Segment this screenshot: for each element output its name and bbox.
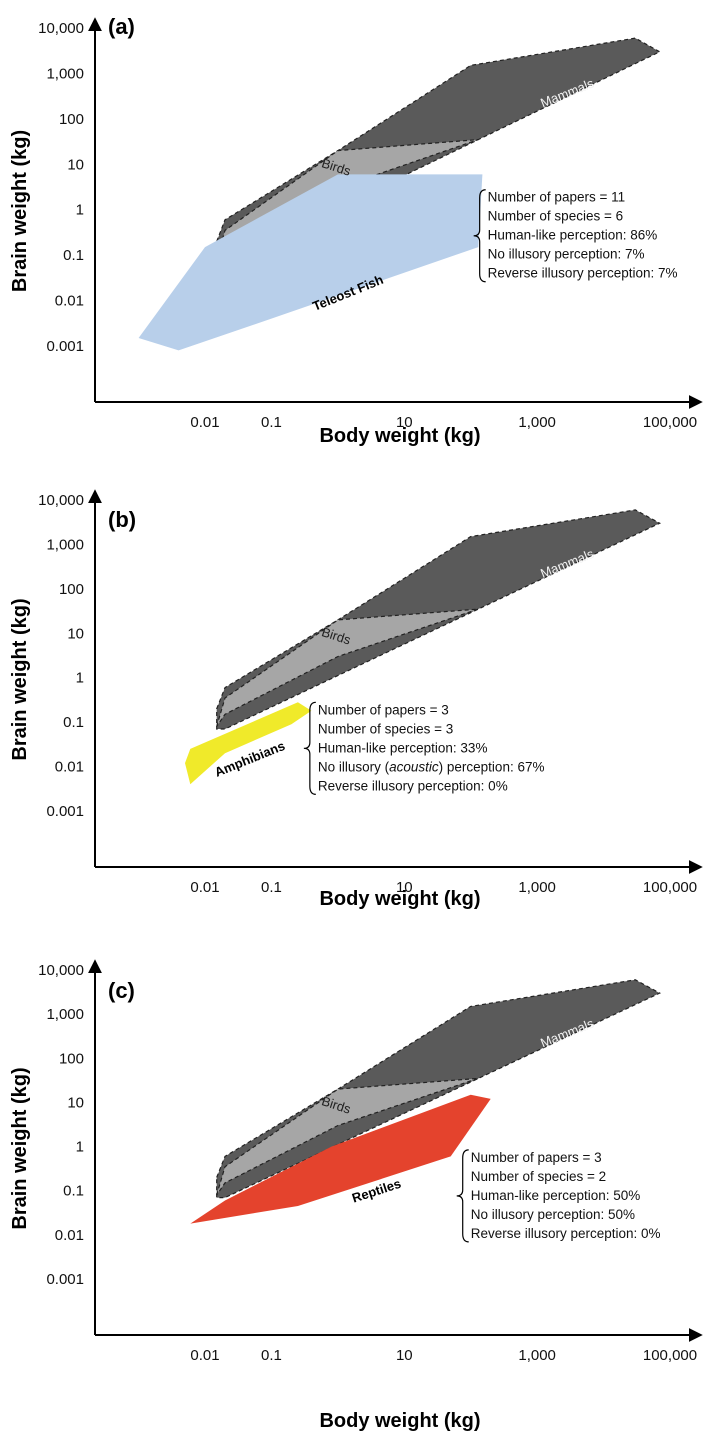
y-tick-label: 100 [59,581,84,598]
y-tick-label: 100 [59,111,84,128]
y-tick-label: 1 [76,1139,84,1156]
x-tick-label: 100,000 [643,1347,697,1364]
y-tick-label: 10,000 [38,962,84,979]
info-line: Number of papers = 11 [488,190,625,205]
info-brace [473,189,486,283]
info-line: Number of species = 3 [318,721,453,736]
y-tick-label: 0.001 [46,803,84,820]
x-tick-label: 0.1 [261,1347,282,1364]
chart-panel-b: MammalsBirdsAmphibians10,0001,0001001010… [9,489,703,910]
info-brace [456,1149,469,1243]
x-tick-label: 1,000 [518,1347,556,1364]
x-tick-label: 100,000 [643,414,697,431]
x-tick-label: 0.01 [190,414,219,431]
region-birds [216,139,479,260]
info-line: Number of species = 2 [471,1169,606,1184]
y-axis-title: Brain weight (kg) [9,130,31,292]
x-tick-label: 1,000 [518,414,556,431]
x-axis-title: Body weight (kg) [319,425,480,447]
y-tick-label: 10,000 [38,492,84,509]
info-line: No illusory perception: 7% [488,247,645,262]
region-teleost-fish [138,174,483,351]
y-tick-label: 0.1 [63,247,84,264]
y-axis-title: Brain weight (kg) [9,598,31,760]
y-tick-label: 1,000 [46,536,84,553]
info-line: Human-like perception: 50% [471,1188,641,1203]
y-tick-label: 10 [67,625,84,642]
x-tick-label: 0.01 [190,879,219,896]
x-tick-label: 100,000 [643,879,697,896]
region-reptiles [190,1094,491,1224]
y-tick-label: 0.1 [63,1183,84,1200]
info-line: Reverse illusory perception: 0% [318,778,508,793]
y-tick-label: 0.01 [55,293,84,310]
info-line: No illusory perception: 50% [471,1207,635,1222]
y-tick-label: 0.01 [55,759,84,776]
y-tick-label: 0.1 [63,714,84,731]
x-tick-label: 0.01 [190,1347,219,1364]
chart-panel-c: MammalsBirdsReptiles10,0001,0001001010.1… [9,959,703,1432]
x-axis-title: Body weight (kg) [319,888,480,910]
info-line: Reverse illusory perception: 7% [488,266,678,281]
x-tick-label: 10 [396,879,413,896]
panel-label: (c) [108,978,135,1003]
y-tick-label: 0.001 [46,338,84,355]
y-tick-label: 1,000 [46,65,84,82]
info-brace [303,701,316,795]
info-line: No illusory (acoustic) perception: 67% [318,759,545,774]
info-line: Number of papers = 3 [471,1150,602,1165]
y-tick-label: 10,000 [38,20,84,37]
y-tick-label: 0.001 [46,1271,84,1288]
info-line: Number of species = 6 [488,209,623,224]
y-tick-label: 1 [76,670,84,687]
y-tick-label: 10 [67,1094,84,1111]
info-line: Number of papers = 3 [318,702,449,717]
y-axis-title: Brain weight (kg) [9,1067,31,1229]
y-tick-label: 100 [59,1050,84,1067]
y-tick-label: 10 [67,156,84,173]
region-birds [216,1077,479,1196]
info-line: Human-like perception: 86% [488,228,658,243]
panel-label: (b) [108,507,136,532]
y-tick-label: 1,000 [46,1006,84,1023]
info-line: Reverse illusory perception: 0% [471,1226,661,1241]
x-axis-title: Body weight (kg) [319,1410,480,1432]
x-tick-label: 0.1 [261,879,282,896]
x-tick-label: 1,000 [518,879,556,896]
info-line: Human-like perception: 33% [318,740,488,755]
region-birds [216,608,479,727]
panel-label: (a) [108,14,135,39]
x-tick-label: 10 [396,1347,413,1364]
y-tick-label: 0.01 [55,1227,84,1244]
region-amphibians [185,702,312,785]
x-tick-label: 0.1 [261,414,282,431]
x-tick-label: 10 [396,414,413,431]
y-tick-label: 1 [76,202,84,219]
